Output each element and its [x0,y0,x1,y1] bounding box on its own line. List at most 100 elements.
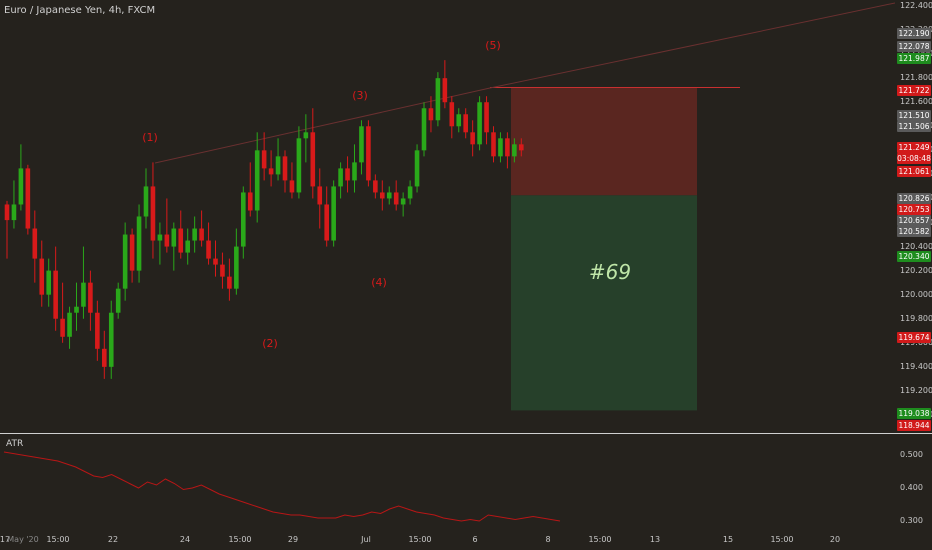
candle-body [234,246,239,289]
candle-body [74,306,79,313]
candle-body [102,348,107,367]
candle-body [282,156,288,181]
candle-body [435,78,441,121]
price-tick: 119.400 [900,361,932,371]
atr-axis[interactable]: 0.500 0.400 0.300 [895,436,932,532]
price-tick: 119.800 [900,313,932,323]
atr-pane[interactable] [0,436,895,532]
price-chart[interactable] [0,0,896,433]
candle-body [122,234,128,289]
candle-body [32,228,38,259]
price-tag: 121.510 [897,110,931,121]
price-tag: 121.722 [897,85,931,96]
atr-tick: 0.500 [900,450,923,459]
candle-body [345,168,350,181]
candle-body [60,318,65,337]
candle-body [310,132,316,187]
price-tag: 120.582 [897,226,931,237]
trendline-upper [489,2,896,89]
candle-body [498,138,503,157]
candle-body [393,192,399,205]
atr-line [3,451,561,522]
candle-body [512,144,517,157]
candle-body [157,234,163,241]
candle-body [373,180,378,193]
candle-body [129,234,135,271]
price-tag: 121.506 [897,121,931,132]
time-tick: 15:00 [408,535,432,544]
price-tick: 121.800 [900,73,932,83]
candle-body [289,180,295,193]
time-tick: 24 [179,535,191,544]
price-chart-svg[interactable] [0,0,896,433]
wave-label-1: (1) [142,131,158,144]
time-tick: 20 [829,535,841,544]
candle-body [95,312,100,349]
candle-body [470,132,475,145]
candle-body [414,150,420,187]
price-tick: 121.600 [900,97,932,107]
time-tick: 15:00 [46,535,70,544]
candle-body [171,228,177,247]
candle-body [206,240,211,259]
time-tick: 17 [0,535,11,544]
price-tag: 120.826 [897,193,931,204]
candle-body [25,168,31,229]
candle-body [303,132,309,139]
candle-body [505,138,510,157]
time-cursor-label: May '20 [7,535,39,544]
candle-body [442,78,448,103]
candle-body [275,156,281,175]
candle-body [67,312,72,337]
take-profit-zone [511,195,697,411]
price-tick: 120.400 [900,241,932,251]
candle-body [164,234,170,247]
price-tag: 121.249 [897,142,931,153]
candle-body [331,186,336,241]
candle-body [108,312,114,367]
price-tag: 122.078 [897,41,931,52]
price-tag: 121.987 [897,53,931,64]
price-tag: 122.190 [897,28,931,39]
price-tag: 120.657 [897,215,931,226]
candle-body [380,192,385,199]
candle-body [46,270,51,295]
atr-chart-svg [3,451,561,522]
price-tick: 120.200 [900,265,932,275]
price-tag: 03:08:48 [897,153,931,164]
candle-body [449,102,455,127]
atr-title: ATR [6,439,24,449]
wave-label-5: (5) [485,39,501,52]
time-tick: 29 [287,535,299,544]
time-tick: 6 [472,535,478,544]
wave-label-3: (3) [352,89,368,102]
candle-body [220,264,225,277]
candle-body [428,108,434,121]
price-tag: 119.674 [897,332,931,343]
candle-body [407,186,413,199]
time-tick: 15:00 [228,535,252,544]
candle-body [338,168,343,187]
candle-body [491,132,496,157]
symbol-title: Euro / Japanese Yen, 4h, FXCM [4,5,156,16]
candle-body [136,216,142,271]
candle-body [185,240,190,253]
candle-body [456,114,462,127]
candle-body [400,198,406,205]
stop-loss-zone [511,87,697,196]
candle-body [143,186,149,217]
candle-body [484,102,489,133]
candle-body [39,258,45,295]
pane-separator[interactable] [0,433,932,434]
candle-body [421,108,427,151]
candle-body [4,204,10,221]
candle-body [81,282,86,307]
candle-body [178,228,184,253]
candle-body [18,168,24,205]
candle-body [261,150,267,169]
candle-body [53,270,58,319]
time-tick: 15 [722,535,734,544]
candle-body [324,204,329,241]
price-tag: 121.061 [897,166,931,177]
candle-body [11,204,17,221]
